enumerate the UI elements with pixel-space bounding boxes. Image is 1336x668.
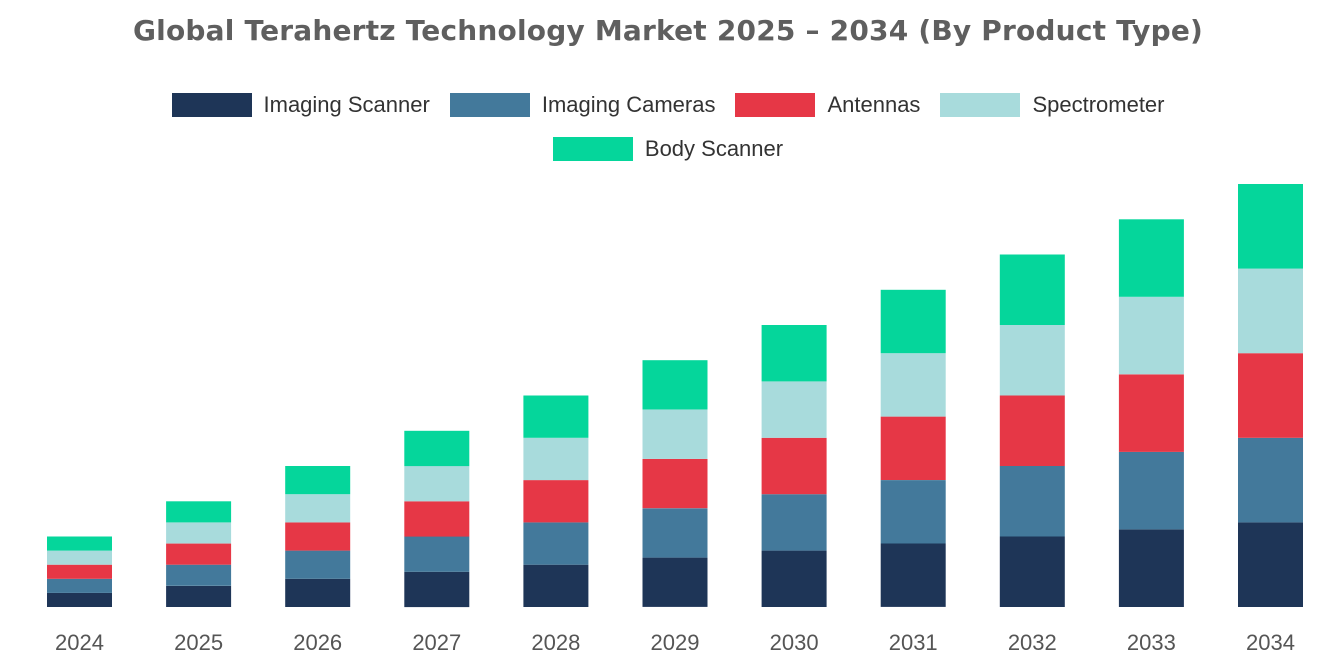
x-tick-label-2033: 2033: [1127, 630, 1176, 655]
bar-imaging-cameras-2026: [285, 550, 351, 579]
legend-swatch-spectrometer: [940, 93, 1021, 117]
bar-spectrometer-2032: [999, 325, 1065, 396]
bar-antennas-2028: [523, 480, 589, 523]
bar-antennas-2025: [166, 543, 232, 565]
bar-imaging-cameras-2025: [166, 564, 232, 586]
bar-body-scanner-2029: [642, 360, 708, 410]
bar-imaging-scanner-2026: [285, 578, 351, 607]
legend-swatch-antennas: [735, 93, 816, 117]
x-tick-label-2025: 2025: [174, 630, 223, 655]
bar-spectrometer-2030: [761, 381, 827, 438]
bar-imaging-cameras-2031: [880, 480, 946, 544]
bar-imaging-cameras-2027: [404, 536, 470, 572]
legend-label-antennas: Antennas: [827, 92, 921, 117]
legend-swatch-body-scanner: [552, 137, 633, 161]
bar-imaging-scanner-2024: [47, 592, 112, 607]
legend-item-imaging-cameras[interactable]: Imaging Cameras: [449, 92, 716, 118]
bar-antennas-2031: [880, 416, 946, 480]
bar-imaging-scanner-2032: [999, 536, 1065, 607]
bar-body-scanner-2025: [166, 501, 232, 523]
bar-imaging-scanner-2031: [880, 543, 946, 607]
bar-imaging-scanner-2030: [761, 550, 827, 607]
bar-imaging-cameras-2028: [523, 522, 589, 565]
x-tick-label-2031: 2031: [889, 630, 938, 655]
x-tick-label-2032: 2032: [1008, 630, 1057, 655]
bar-spectrometer-2028: [523, 437, 589, 481]
bar-imaging-scanner-2028: [523, 564, 589, 607]
bar-body-scanner-2034: [1238, 184, 1303, 269]
chart-title: Global Terahertz Technology Market 2025 …: [132, 14, 1204, 47]
bar-imaging-cameras-2034: [1238, 437, 1303, 523]
legend-row-2: Body Scanner: [0, 136, 1336, 162]
bar-imaging-cameras-2032: [999, 466, 1065, 537]
legend-label-imaging-scanner: Imaging Scanner: [263, 92, 430, 117]
bar-body-scanner-2026: [285, 466, 351, 495]
legend-item-antennas[interactable]: Antennas: [735, 92, 920, 118]
x-tick-label-2030: 2030: [770, 630, 819, 655]
x-tick-label-2024: 2024: [55, 630, 104, 655]
bar-body-scanner-2024: [47, 536, 112, 551]
bar-body-scanner-2030: [761, 325, 827, 382]
bar-spectrometer-2029: [642, 409, 708, 459]
legend-label-body-scanner: Body Scanner: [644, 136, 784, 161]
bar-imaging-cameras-2030: [761, 494, 827, 551]
legend-label-spectrometer: Spectrometer: [1032, 92, 1165, 117]
bar-body-scanner-2031: [880, 289, 946, 354]
bar-antennas-2030: [761, 437, 827, 495]
bar-imaging-cameras-2024: [47, 578, 112, 593]
legend-item-spectrometer[interactable]: Spectrometer: [940, 92, 1165, 118]
legend-label-imaging-cameras: Imaging Cameras: [541, 92, 716, 117]
bar-antennas-2027: [404, 501, 470, 537]
bar-imaging-scanner-2027: [404, 571, 470, 608]
bar-antennas-2032: [999, 395, 1065, 466]
bar-antennas-2034: [1238, 353, 1303, 438]
bar-body-scanner-2033: [1118, 219, 1184, 297]
bar-imaging-cameras-2029: [642, 508, 708, 558]
legend-row-1: Imaging Scanner Imaging Cameras Antennas…: [0, 92, 1336, 118]
bar-body-scanner-2027: [404, 430, 470, 467]
bar-spectrometer-2033: [1118, 296, 1184, 375]
bar-spectrometer-2027: [404, 466, 470, 502]
bar-spectrometer-2026: [285, 494, 351, 523]
bar-imaging-scanner-2025: [166, 585, 232, 607]
bar-antennas-2033: [1118, 374, 1184, 452]
legend-swatch-imaging-scanner: [171, 93, 252, 117]
legend-swatch-imaging-cameras: [449, 93, 530, 117]
x-tick-label-2027: 2027: [412, 630, 461, 655]
bar-spectrometer-2031: [880, 353, 946, 417]
bar-spectrometer-2024: [47, 550, 112, 565]
bar-body-scanner-2032: [999, 254, 1065, 325]
bar-body-scanner-2028: [523, 395, 589, 438]
legend-item-body-scanner[interactable]: Body Scanner: [552, 136, 784, 162]
x-tick-label-2034: 2034: [1246, 630, 1295, 655]
legend-item-imaging-scanner[interactable]: Imaging Scanner: [171, 92, 430, 118]
x-tick-label-2029: 2029: [651, 630, 700, 655]
bar-antennas-2029: [642, 458, 708, 509]
bar-imaging-scanner-2029: [642, 557, 708, 607]
x-tick-label-2028: 2028: [531, 630, 580, 655]
bar-spectrometer-2025: [166, 522, 232, 544]
x-tick-label-2026: 2026: [293, 630, 342, 655]
bar-imaging-scanner-2034: [1238, 522, 1303, 607]
bar-spectrometer-2034: [1238, 268, 1303, 354]
bar-imaging-cameras-2033: [1118, 451, 1184, 530]
bar-antennas-2026: [285, 522, 351, 551]
bar-imaging-scanner-2033: [1118, 529, 1184, 607]
bar-antennas-2024: [47, 564, 112, 579]
